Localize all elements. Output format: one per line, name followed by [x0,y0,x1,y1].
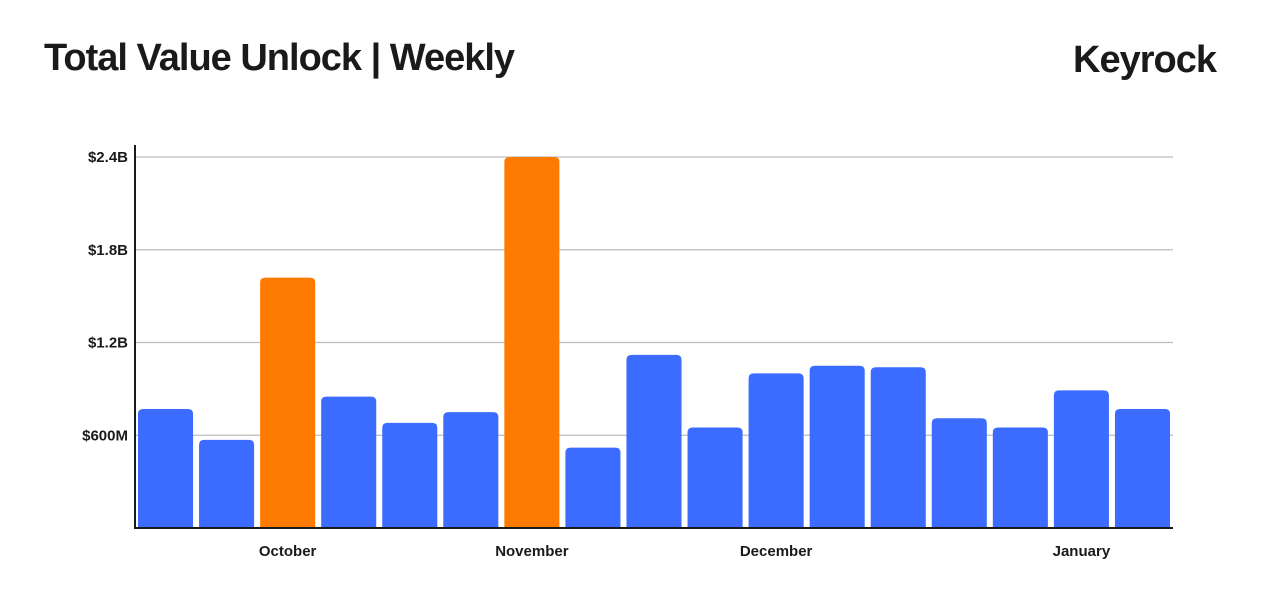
bar [931,418,987,528]
y-tick-label: $1.8B [88,242,128,259]
x-tick-label: November [495,543,569,560]
bar [199,439,255,528]
axes [134,145,1173,529]
bar [138,408,194,528]
bar [382,422,438,528]
bar [687,427,743,528]
bar-highlight [504,157,560,528]
y-tick-label: $600M [82,427,128,444]
y-tick-label: $1.2B [88,335,128,352]
bar [565,447,621,528]
chart-title: Total Value Unlock | Weekly [44,37,515,79]
bar [626,354,682,528]
bar [809,365,865,528]
bar [443,412,499,528]
x-tick-label: December [740,543,813,560]
bar [321,396,377,528]
bar [1053,390,1109,528]
bar [748,373,804,528]
bar [1114,408,1170,528]
y-tick-label: $2.4B [88,149,128,166]
bars [138,157,1170,528]
bar-highlight [260,277,316,528]
x-tick-label: October [259,543,317,560]
brand-logo: Keyrock [1073,39,1217,81]
bar [870,367,926,528]
x-tick-label: January [1053,543,1111,560]
bar [992,427,1048,528]
tick-labels: $600M $1.2B $1.8B $2.4B October November Decem… [82,149,1111,560]
